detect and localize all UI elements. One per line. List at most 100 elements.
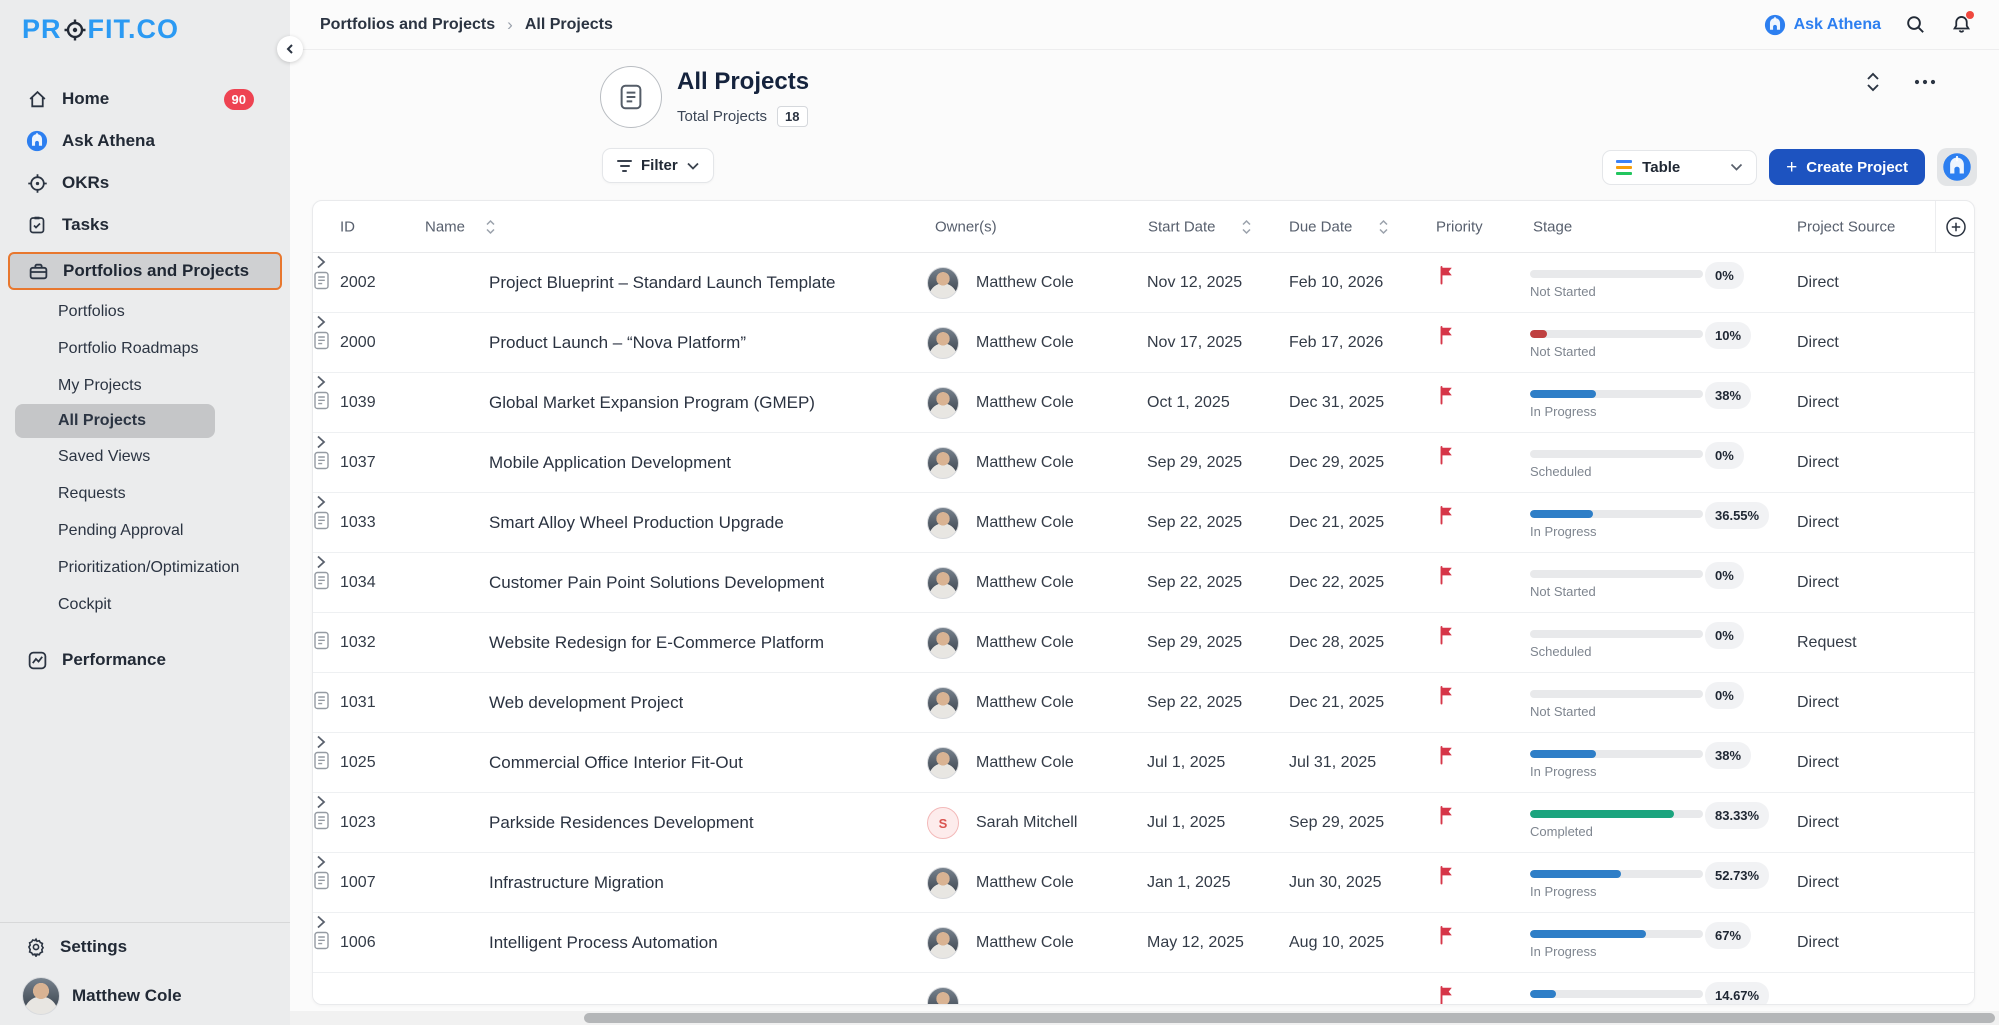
athena-assistant-button[interactable] <box>1937 148 1977 186</box>
expand-chevron-icon[interactable] <box>313 313 329 331</box>
project-source: Direct <box>1797 393 1839 411</box>
column-header-due-date[interactable]: Due Date <box>1289 218 1353 235</box>
expand-chevron-icon[interactable] <box>313 433 329 451</box>
sort-icon[interactable] <box>1241 219 1252 234</box>
sidebar-collapse-button[interactable] <box>277 36 303 62</box>
priority-flag-icon[interactable] <box>1437 385 1455 405</box>
priority-flag-icon[interactable] <box>1437 745 1455 765</box>
stage-label: In Progress <box>1530 764 1597 779</box>
project-name[interactable]: Project Blueprint – Standard Launch Temp… <box>489 272 836 292</box>
table-row[interactable]: 1006 Intelligent Process Automation Matt… <box>313 913 1974 973</box>
stage-label: Not Started <box>1530 344 1596 359</box>
expand-chevron-icon[interactable] <box>313 793 329 811</box>
profit-co-logo[interactable]: PR FIT.CO <box>22 14 179 45</box>
project-name[interactable]: Smart Alloy Wheel Production Upgrade <box>489 512 784 532</box>
sidebar-item-cockpit[interactable]: Cockpit <box>58 595 112 613</box>
sidebar-item-portfolios-and-projects[interactable]: Portfolios and Projects <box>8 252 282 290</box>
horizontal-scrollbar[interactable] <box>584 1013 1995 1023</box>
expand-chevron-icon[interactable] <box>313 253 329 271</box>
priority-flag-icon[interactable] <box>1437 805 1455 825</box>
sidebar-user[interactable]: Matthew Cole <box>0 967 290 1025</box>
table-row[interactable]: 1037 Mobile Application Development Matt… <box>313 433 1974 493</box>
filter-button[interactable]: Filter <box>602 148 714 183</box>
table-row[interactable]: 1033 Smart Alloy Wheel Production Upgrad… <box>313 493 1974 553</box>
priority-flag-icon[interactable] <box>1437 985 1455 1005</box>
project-name[interactable]: Commercial Office Interior Fit-Out <box>489 752 743 772</box>
table-row[interactable]: 1007 Infrastructure Migration Matthew Co… <box>313 853 1974 913</box>
project-name[interactable]: Web development Project <box>489 692 684 712</box>
search-button[interactable] <box>1903 13 1927 37</box>
priority-flag-icon[interactable] <box>1437 925 1455 945</box>
ask-athena-button[interactable]: Ask Athena <box>1764 14 1881 36</box>
sort-icon[interactable] <box>485 219 496 234</box>
priority-flag-icon[interactable] <box>1437 445 1455 465</box>
project-name[interactable]: Customer Pain Point Solutions Developmen… <box>489 572 825 592</box>
project-name[interactable]: Product Launch – “Nova Platform” <box>489 332 747 352</box>
column-header-priority[interactable]: Priority <box>1436 218 1483 235</box>
due-date: Feb 10, 2026 <box>1289 273 1384 291</box>
expand-chevron-icon[interactable] <box>313 493 329 511</box>
add-column-button[interactable] <box>1945 216 1967 238</box>
table-row[interactable]: 1031 Web development Project Matthew Col… <box>313 673 1974 733</box>
breadcrumb-parent[interactable]: Portfolios and Projects <box>320 15 496 33</box>
column-header-stage[interactable]: Stage <box>1533 218 1573 235</box>
project-name[interactable]: Website Redesign for E-Commerce Platform <box>489 632 825 652</box>
project-name[interactable]: Intelligent Process Automation <box>489 932 718 952</box>
due-date: Aug 10, 2025 <box>1289 933 1385 951</box>
sidebar-item-my-projects[interactable]: My Projects <box>58 376 142 394</box>
table-row[interactable]: 1025 Commercial Office Interior Fit-Out … <box>313 733 1974 793</box>
table-row[interactable]: 1039 Global Market Expansion Program (GM… <box>313 373 1974 433</box>
sidebar-item-tasks[interactable]: Tasks <box>0 204 290 246</box>
start-date: Nov 17, 2025 <box>1147 333 1243 351</box>
sidebar-item-requests[interactable]: Requests <box>58 484 126 502</box>
start-date: Jul 1, 2025 <box>1147 753 1226 771</box>
project-name[interactable]: Mobile Application Development <box>489 452 731 472</box>
sidebar-item-okrs[interactable]: OKRs <box>0 162 290 204</box>
column-header-owner[interactable]: Owner(s) <box>935 218 997 235</box>
sidebar-item-portfolio-roadmaps[interactable]: Portfolio Roadmaps <box>58 339 199 357</box>
sidebar-item-settings[interactable]: Settings <box>0 927 290 967</box>
create-project-button[interactable]: + Create Project <box>1769 149 1925 185</box>
table-row[interactable]: 2000 Product Launch – “Nova Platform” Ma… <box>313 313 1974 373</box>
sidebar-item-performance[interactable]: Performance <box>0 639 290 681</box>
priority-flag-icon[interactable] <box>1437 565 1455 585</box>
priority-flag-icon[interactable] <box>1437 325 1455 345</box>
expand-chevron-icon[interactable] <box>313 373 329 391</box>
expand-chevron-icon[interactable] <box>313 733 329 751</box>
sidebar-item-ask-athena[interactable]: Ask Athena <box>0 120 290 162</box>
sidebar-item-prioritization-optimization[interactable]: Prioritization/Optimization <box>58 558 240 576</box>
project-name[interactable]: Infrastructure Migration <box>489 872 664 892</box>
column-header-project-source[interactable]: Project Source <box>1797 218 1896 235</box>
sidebar-item-all-projects[interactable]: All Projects <box>15 404 215 438</box>
notifications-button[interactable] <box>1949 10 1974 37</box>
more-options-button[interactable] <box>1913 70 1937 94</box>
sidebar-item-pending-approval[interactable]: Pending Approval <box>58 521 184 539</box>
column-header-name[interactable]: Name <box>425 218 466 235</box>
sidebar-item-saved-views[interactable]: Saved Views <box>58 447 151 465</box>
sidebar-item-home[interactable]: Home 90 <box>0 78 290 120</box>
table-row[interactable]: 2002 Project Blueprint – Standard Launch… <box>313 253 1974 313</box>
sidebar-item-portfolios[interactable]: Portfolios <box>58 302 125 320</box>
table-row[interactable]: 14.67% <box>313 973 1974 1005</box>
column-header-start-date[interactable]: Start Date <box>1148 218 1216 235</box>
owner-avatar <box>927 627 959 659</box>
start-date: May 12, 2025 <box>1147 933 1244 951</box>
project-name[interactable]: Global Market Expansion Program (GMEP) <box>489 392 815 412</box>
priority-flag-icon[interactable] <box>1437 265 1455 285</box>
priority-flag-icon[interactable] <box>1437 625 1455 645</box>
table-row[interactable]: 1032 Website Redesign for E-Commerce Pla… <box>313 613 1974 673</box>
table-row[interactable]: 1034 Customer Pain Point Solutions Devel… <box>313 553 1974 613</box>
column-header-id[interactable]: ID <box>340 218 355 235</box>
expand-chevron-icon[interactable] <box>313 853 329 871</box>
priority-flag-icon[interactable] <box>1437 685 1455 705</box>
sort-icon[interactable] <box>1378 219 1389 234</box>
expand-collapse-button[interactable] <box>1861 70 1885 94</box>
table-row[interactable]: 1023 Parkside Residences Development S S… <box>313 793 1974 853</box>
priority-flag-icon[interactable] <box>1437 505 1455 525</box>
athena-icon <box>26 130 48 152</box>
expand-chevron-icon[interactable] <box>313 913 329 931</box>
view-mode-select[interactable]: Table <box>1602 149 1758 185</box>
project-name[interactable]: Parkside Residences Development <box>489 812 754 832</box>
expand-chevron-icon[interactable] <box>313 553 329 571</box>
priority-flag-icon[interactable] <box>1437 865 1455 885</box>
